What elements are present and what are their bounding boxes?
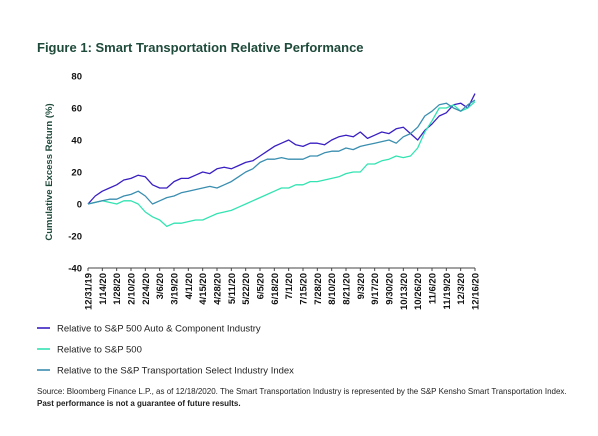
legend-label: Relative to S&P 500: [57, 345, 142, 356]
x-tick-label: 7/15/20: [299, 273, 310, 305]
x-tick-label: 5/22/20: [241, 273, 252, 305]
y-tick-label: 0: [77, 200, 82, 211]
x-tick-label: 2/10/20: [127, 273, 138, 305]
x-tick-label: 1/14/20: [98, 273, 109, 305]
x-tick-label: 8/21/20: [342, 273, 353, 305]
y-tick-label: -20: [68, 232, 82, 243]
footnote-text: Source: Bloomberg Finance L.P., as of 12…: [37, 387, 567, 396]
x-tick-label: 3/19/20: [170, 273, 181, 305]
x-tick-label: 11/6/20: [428, 273, 439, 304]
series-line: [87, 99, 476, 205]
chart: Figure 1: Smart Transportation Relative …: [37, 40, 482, 377]
x-tick-label: 4/15/20: [198, 273, 209, 305]
footnote: Source: Bloomberg Finance L.P., as of 12…: [37, 386, 567, 410]
chart-title: Figure 1: Smart Transportation Relative …: [37, 40, 364, 55]
x-tick-label: 4/1/20: [184, 273, 195, 299]
y-tick-label: 80: [71, 72, 82, 83]
y-axis-label: Cumulative Excess Return (%): [44, 103, 55, 240]
footnote-bold: Past performance is not a guarantee of f…: [37, 399, 241, 408]
x-tick-label: 10/13/20: [399, 273, 410, 310]
x-tick-label: 2/24/20: [141, 273, 152, 305]
x-tick-label: 7/28/20: [313, 273, 324, 305]
y-tick-label: 60: [71, 104, 82, 115]
x-tick-label: 5/11/20: [227, 273, 238, 304]
x-tick-label: 4/28/20: [213, 273, 224, 305]
x-tick-label: 9/17/20: [370, 273, 381, 305]
x-tick-label: 12/3/20: [456, 273, 467, 305]
x-tick-label: 1/28/20: [112, 273, 123, 305]
legend-label: Relative to S&P 500 Auto & Component Ind…: [57, 324, 261, 335]
x-tick-label: 12/16/20: [471, 273, 482, 310]
y-tick-label: 40: [71, 136, 82, 147]
y-tick-label: -40: [68, 264, 82, 275]
x-tick-label: 10/26/20: [413, 273, 424, 310]
x-tick-label: 9/30/20: [385, 273, 396, 305]
x-tick-label: 6/5/20: [256, 273, 267, 299]
y-tick-label: 20: [71, 168, 82, 179]
x-tick-label: 8/10/20: [327, 273, 338, 305]
legend-label: Relative to the S&P Transportation Selec…: [57, 366, 294, 377]
x-tick-label: 11/19/20: [442, 273, 453, 309]
x-tick-label: 6/18/20: [270, 273, 281, 305]
series-line: [87, 101, 476, 228]
x-tick-label: 9/3/20: [356, 273, 367, 299]
x-tick-label: 12/31/19: [84, 273, 95, 310]
x-tick-label: 3/6/20: [155, 273, 166, 299]
x-tick-label: 7/1/20: [284, 273, 295, 299]
